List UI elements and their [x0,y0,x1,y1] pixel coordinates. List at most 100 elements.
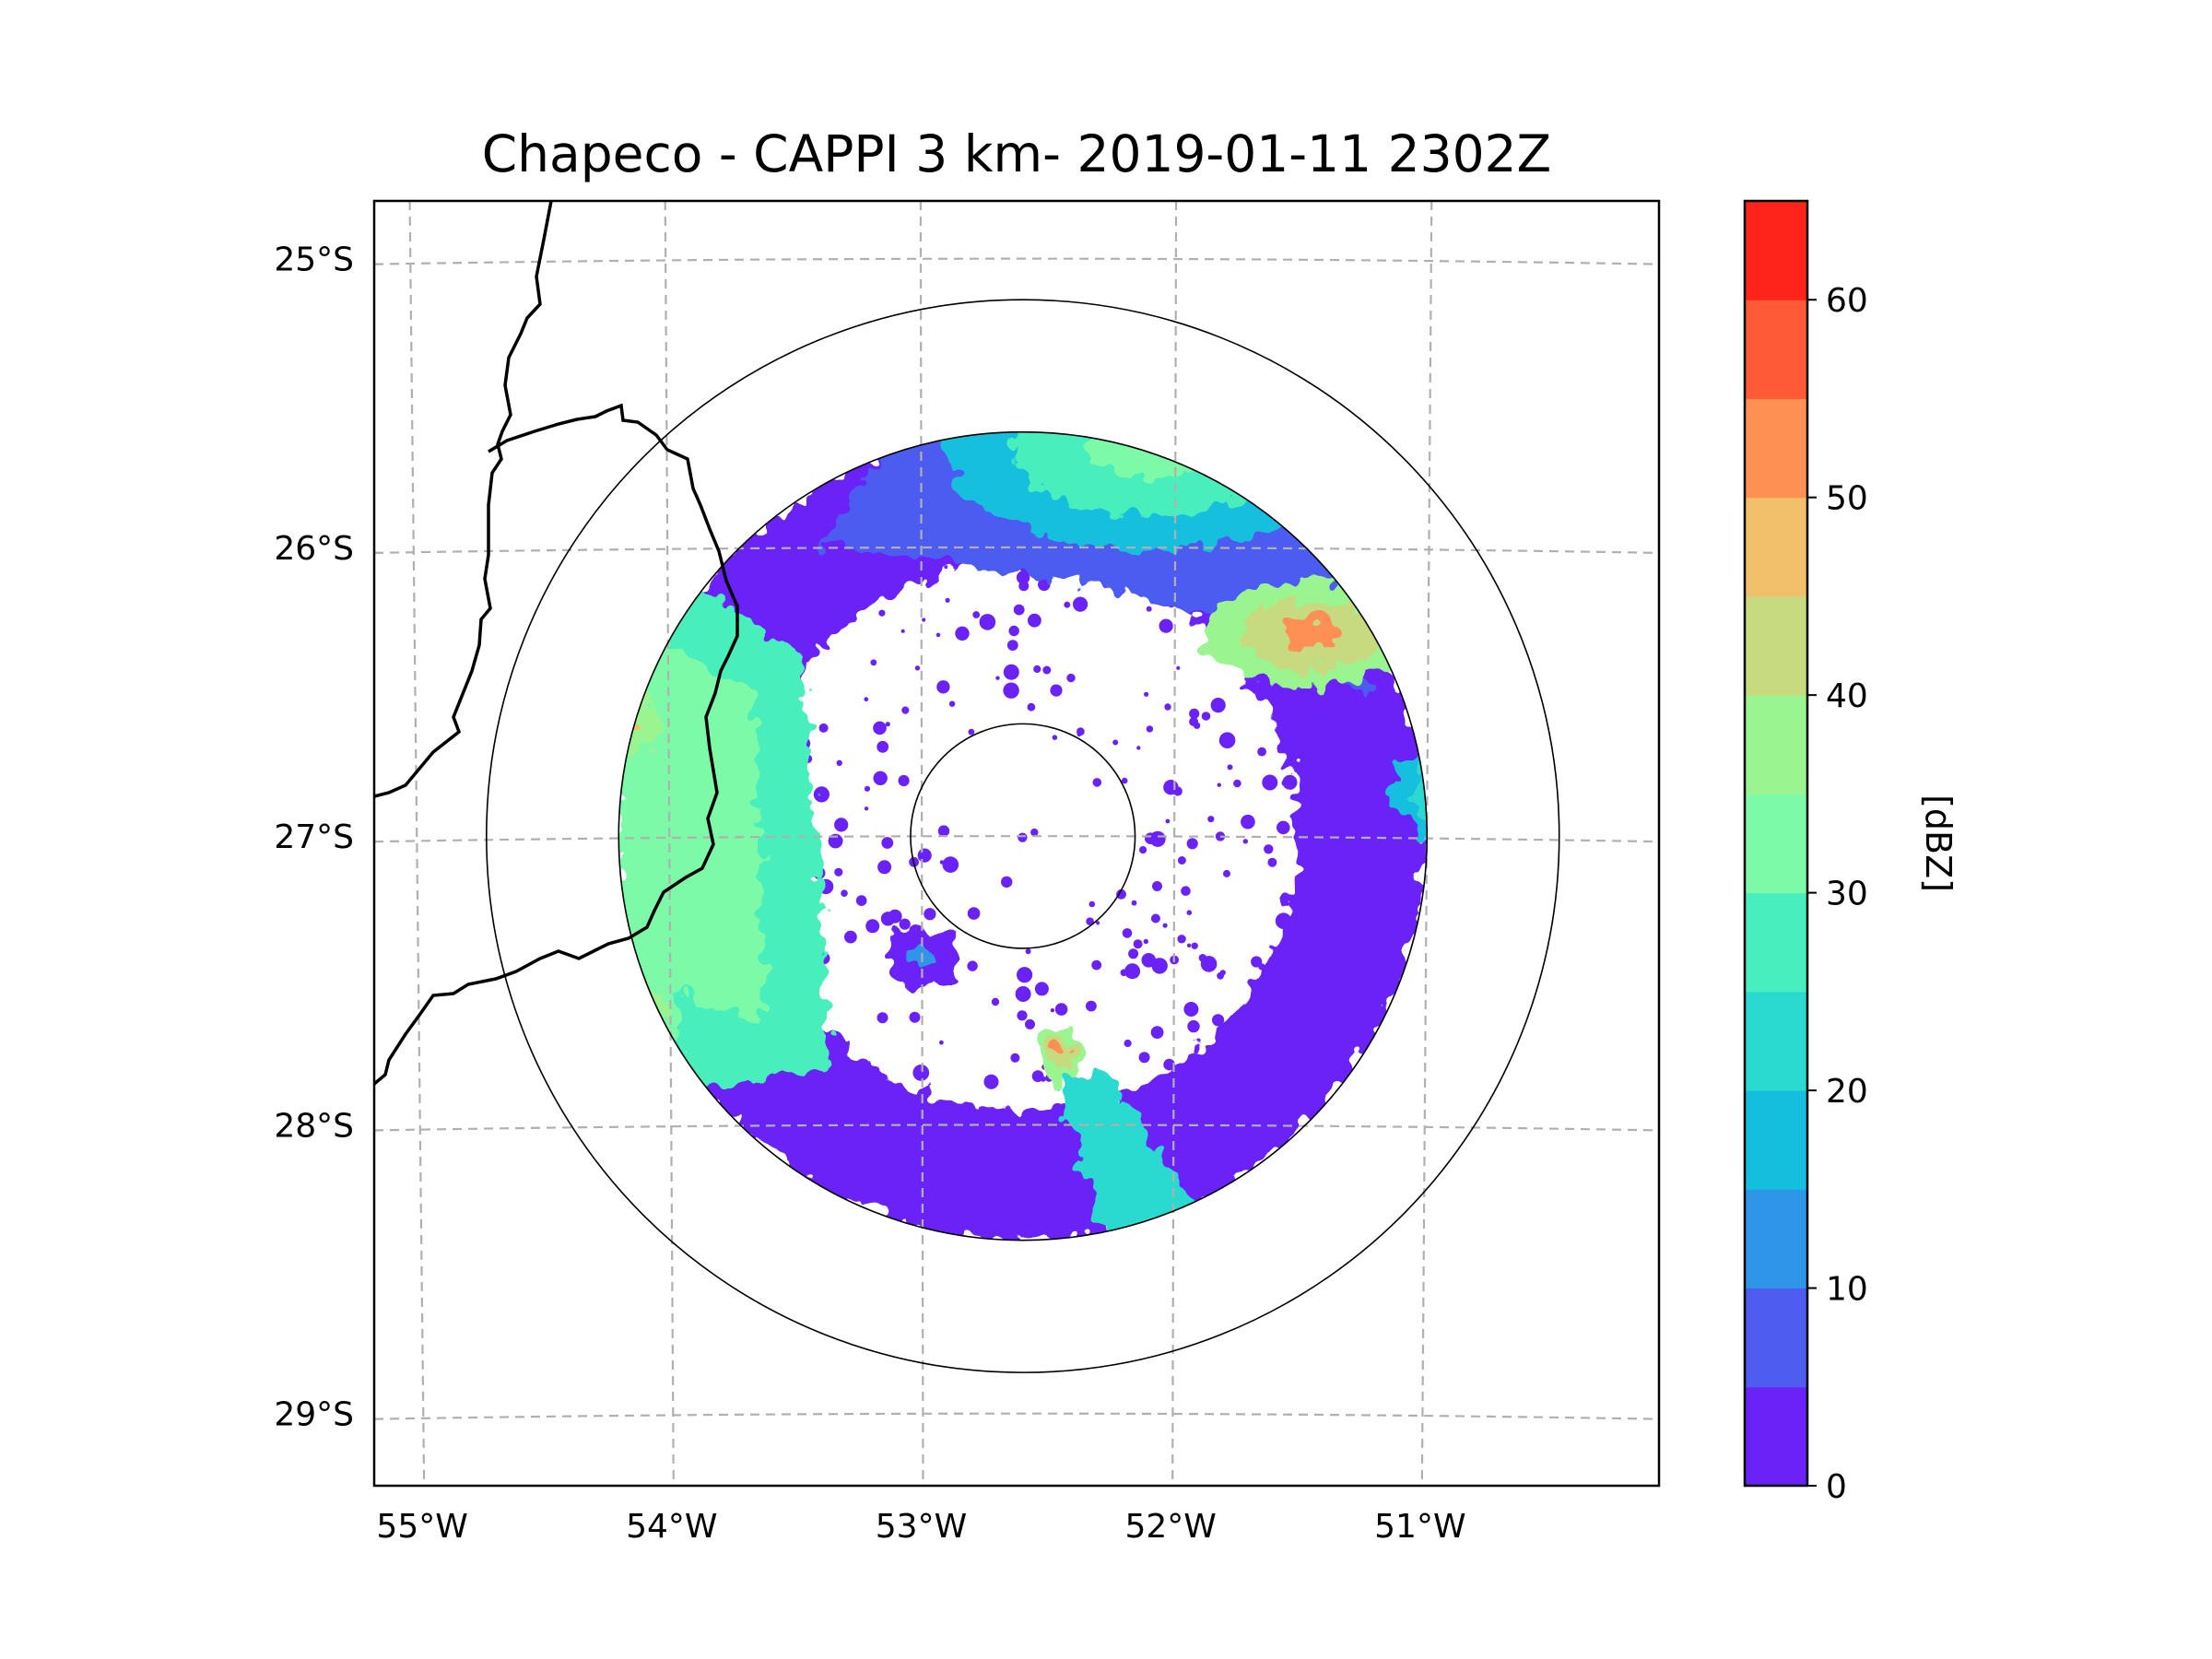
political-borders [374,201,739,1086]
echo-speck [864,697,869,702]
meridian [664,201,675,1486]
colorbar-tick-label: 30 [1826,876,1868,913]
echo-region-southwest-edge [618,964,681,1054]
echo-speck [898,774,910,787]
echo-speck [877,1012,888,1024]
echo-speck [1096,921,1100,925]
lon-tick-label: 51°W [1374,1508,1465,1546]
echo-speck [983,1074,999,1089]
echo-speck [864,806,869,811]
lat-tick-label: 28°S [274,1107,354,1145]
echo-speck [1277,820,1290,835]
echo-speck [1212,1014,1225,1027]
border-santa-catarina-argentina [374,403,739,1086]
echo-region-east-patch [1391,747,1428,838]
echo-speck [909,1011,921,1023]
echo-speck [873,721,887,735]
colorbar-level [1745,1386,1807,1487]
colorbar-level [1745,1288,1807,1388]
echo-speck [1146,606,1152,612]
echo-speck [1025,948,1031,955]
echo-speck [834,867,843,877]
echo-speck [864,785,871,792]
colorbar-level [1745,201,1807,300]
echo-speck [1039,985,1048,994]
echo-speck [1120,969,1128,977]
echo-speck [1018,832,1028,842]
lon-tick-label: 52°W [1124,1508,1216,1546]
echo-speck [1150,1026,1164,1039]
echo-speck [1131,900,1137,906]
lon-tick-label: 54°W [626,1508,717,1546]
echo-speck [841,889,848,897]
colorbar-level [1745,892,1807,993]
echo-speck [1165,818,1171,824]
reflectivity-layer [618,431,1428,1241]
echo-speck [818,723,829,733]
echo-speck [1139,846,1147,854]
echo-speck [1262,774,1278,791]
echo-speck [882,584,898,601]
echo-speck [1066,673,1076,683]
echo-speck [1003,682,1019,699]
echo-speck [1164,703,1171,711]
echo-speck [1124,1039,1132,1048]
echo-speck [1149,830,1166,847]
echo-speck [967,960,978,971]
echo-speck [1186,838,1198,850]
colorbar-label: [dBZ] [1918,794,1959,892]
echo-speck [1050,684,1063,697]
range-rings [486,299,1560,1373]
parallel [374,1124,1659,1132]
meridian [1171,201,1178,1486]
parallel [374,1412,1659,1420]
colorbar-level [1745,991,1807,1091]
echo-speck [1017,1010,1028,1021]
echo-core [622,995,650,1023]
echo-core [1277,618,1342,650]
colorbar-level [1745,794,1807,894]
echo-speck [1133,939,1143,949]
lat-tick-label: 25°S [274,241,354,279]
echo-speck [836,759,842,766]
echo-speck [1201,712,1211,721]
echo-speck [870,659,877,666]
echo-speck [1027,702,1036,712]
echo-speck [1052,735,1058,740]
echo-speck [935,632,941,638]
echo-speck [1116,888,1126,900]
echo-speck [877,860,892,875]
echo-speck [945,597,950,603]
echo-speck [967,907,981,920]
lat-tick-label: 26°S [274,530,354,568]
echo-speck [924,908,936,921]
range-ring [486,299,1560,1373]
axis-ticks: 55°W 54°W 53°W 52°W 51°W 25°S 26°S 27°S 28°S 29°S [274,241,1465,1546]
colorbar-tick-label: 60 [1826,282,1868,320]
echo-speck [1187,1019,1200,1033]
colorbar-level [1745,300,1807,399]
echo-speck [1233,779,1241,788]
echo-speck [1122,928,1133,938]
echo-speck [844,930,857,944]
echo-speck [1136,746,1141,750]
echo-speck [995,676,1000,680]
parallel [374,835,1659,843]
echo-halo [618,668,677,773]
echo-speck [873,771,888,785]
range-ring [618,430,1429,1241]
colorbar-level [1745,398,1807,499]
echo-speck [1150,913,1160,924]
echo-speck [880,912,896,926]
echo-core [618,704,640,736]
echo-speck [948,700,956,707]
echo-speck [979,614,996,630]
echo-speck [1143,938,1149,945]
echo-speck [1008,625,1019,637]
echo-speck [1064,601,1071,608]
echo-body [1010,431,1285,517]
map-area [374,201,1659,1486]
border-argentina-paraguay [374,201,553,798]
echo-speck [1207,816,1215,823]
echo-speck [1006,640,1018,651]
